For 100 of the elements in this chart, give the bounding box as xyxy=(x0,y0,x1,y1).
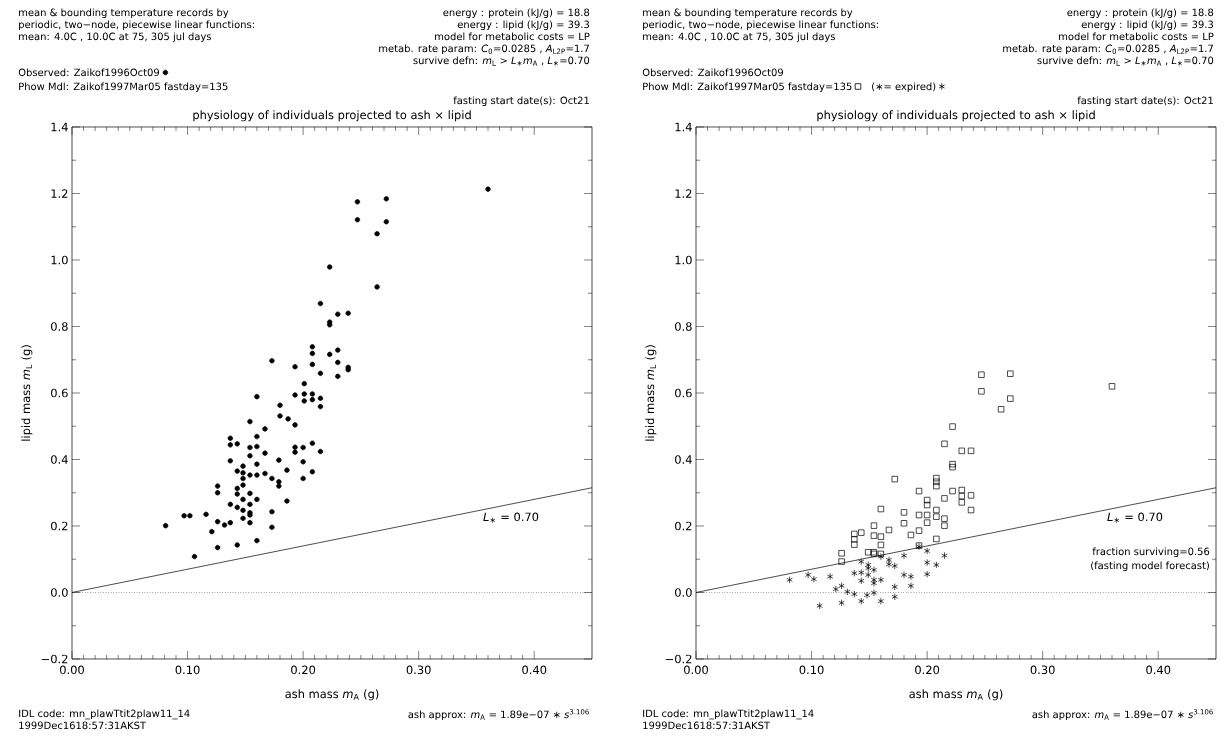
point xyxy=(810,575,817,583)
legend-label: (∗= expired) xyxy=(872,82,936,93)
point xyxy=(933,561,940,569)
point xyxy=(915,511,923,519)
point xyxy=(958,447,965,454)
point xyxy=(1007,370,1014,377)
text: IDL code: mn_plawTtit2plaw11_14 xyxy=(19,709,190,720)
point xyxy=(1108,383,1116,390)
y-tick-label: −0.2 xyxy=(41,654,68,664)
point xyxy=(786,576,793,584)
point xyxy=(958,486,965,494)
legend-label: Observed: Zaikof1996Oct09 xyxy=(18,68,159,77)
x-tick-label: 0.30 xyxy=(406,665,431,675)
text: mean: 4.0C , 10.0C at 75, 305 jul days xyxy=(643,32,836,43)
point xyxy=(907,582,915,590)
annotation: fraction surviving=0.56 xyxy=(1092,547,1210,558)
point xyxy=(858,558,865,566)
point xyxy=(877,541,885,549)
x-tick-label: 0.10 xyxy=(175,665,200,675)
text: mean & bounding temperature records by xyxy=(643,8,853,19)
y-tick-label: 1.2 xyxy=(51,189,68,198)
point xyxy=(851,590,858,598)
point xyxy=(891,562,898,570)
point xyxy=(870,566,878,574)
point xyxy=(900,509,908,516)
y-tick-label: 0.0 xyxy=(675,588,692,597)
point xyxy=(900,552,908,560)
point xyxy=(870,532,878,539)
text: energy : lipid (kJ/g) = 39.3 xyxy=(1081,20,1214,31)
point xyxy=(924,570,931,578)
point xyxy=(838,582,845,590)
text: metab. rate param: C$_{0}$=0.0285 , A$_{L2P}$=1.7 xyxy=(1003,44,1213,55)
text: 1999Dec1618:57:31AKST xyxy=(19,721,147,730)
point xyxy=(851,541,858,548)
annotation: L$_{∗}$ = 0.70 xyxy=(483,512,539,523)
point xyxy=(891,475,898,483)
point xyxy=(804,571,812,579)
point xyxy=(978,371,985,378)
point xyxy=(865,549,872,556)
point xyxy=(900,571,908,579)
legend-label: Phow Mdl: Zaikof1997Mar05 fastday=135 xyxy=(643,82,852,93)
text: ash approx: m$_{A}$ = 1.89e−07 ∗ s$^{3.106}$ xyxy=(1032,709,1213,721)
point xyxy=(851,536,858,543)
point xyxy=(858,577,865,585)
y-tick-label: 1.4 xyxy=(51,122,68,132)
point xyxy=(967,492,975,499)
y-tick-label: −0.2 xyxy=(665,654,692,664)
point xyxy=(941,495,948,502)
point xyxy=(933,474,940,482)
point xyxy=(838,558,845,565)
y-tick-label: 0.4 xyxy=(675,455,692,464)
point xyxy=(949,460,956,468)
point xyxy=(933,513,940,520)
point xyxy=(851,530,858,538)
point xyxy=(865,571,872,579)
point xyxy=(844,588,851,596)
y-tick-label: 0.2 xyxy=(51,521,68,531)
text: 1999Dec1618:57:31AKST xyxy=(643,721,771,730)
text: energy : protein (kJ/g) = 18.8 xyxy=(443,8,590,19)
x-tick-label: 0.40 xyxy=(1146,665,1171,675)
text: mean & bounding temperature records by xyxy=(19,8,229,19)
y-tick-label: 1.0 xyxy=(675,255,692,265)
y-axis-title: lipid mass m$_{L}$ (g) xyxy=(21,345,33,441)
y-tick-label: 1.4 xyxy=(675,122,692,132)
point xyxy=(997,406,1005,413)
point xyxy=(958,499,965,506)
point xyxy=(858,529,865,536)
point xyxy=(924,559,931,567)
y-tick-label: 0.6 xyxy=(51,388,68,398)
x-tick-label: 0.00 xyxy=(60,665,84,675)
y-tick-label: 0.8 xyxy=(675,322,692,331)
x-tick-label: 0.40 xyxy=(522,665,547,675)
point xyxy=(891,593,898,601)
x-tick-label: 0.10 xyxy=(799,665,824,675)
y-tick-label: 0.6 xyxy=(675,388,692,398)
point xyxy=(907,572,915,581)
point xyxy=(838,599,845,607)
text: survive defn: m$_{L}$ > L$_{∗}$m$_{A}$ , L$_{∗}$=0.70 xyxy=(1037,56,1214,66)
y-tick-label: 0.8 xyxy=(51,322,68,331)
text: survive defn: m$_{L}$ > L$_{∗}$m$_{A}$ , L$_{∗}$=0.70 xyxy=(413,56,590,66)
text: mean: 4.0C , 10.0C at 75, 305 jul days xyxy=(19,32,212,43)
point xyxy=(858,597,865,605)
chart-title: physiology of individuals projected to ash × lipid xyxy=(817,110,1095,122)
point xyxy=(941,515,948,522)
point xyxy=(915,527,923,534)
point xyxy=(891,583,898,591)
point xyxy=(941,440,948,448)
point xyxy=(923,501,931,509)
point xyxy=(885,560,893,568)
point xyxy=(865,561,872,569)
y-tick-label: 0.4 xyxy=(51,455,68,464)
point xyxy=(832,585,839,593)
point xyxy=(941,552,948,560)
text: IDL code: mn_plawTtit2plaw11_14 xyxy=(643,709,814,720)
point xyxy=(941,522,948,529)
point xyxy=(826,572,834,581)
point xyxy=(949,423,956,430)
point xyxy=(870,579,878,587)
point xyxy=(865,564,872,572)
point xyxy=(877,553,885,561)
